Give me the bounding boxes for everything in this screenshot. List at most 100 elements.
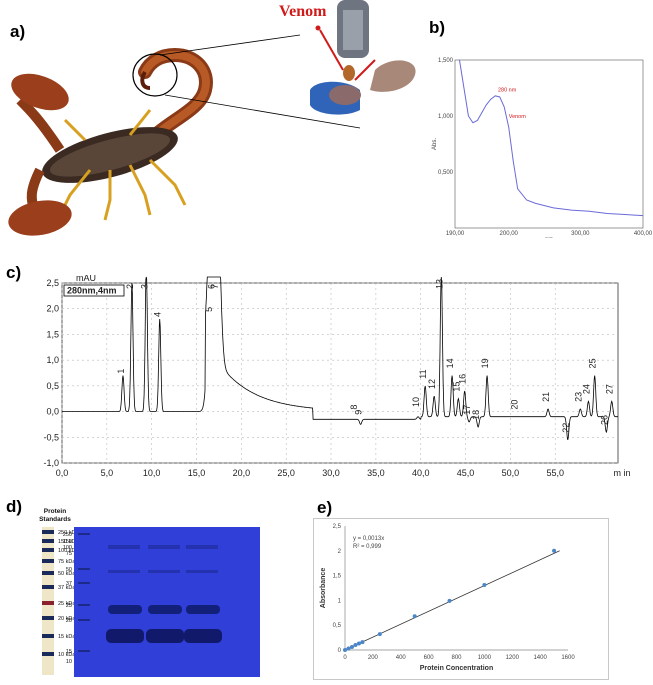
protein-band (106, 629, 144, 643)
x-tick-label: 600 (424, 655, 435, 661)
x-tick-label: 45,0 (457, 468, 475, 478)
peak-label: 18 (471, 410, 481, 420)
x-tick-label: 10,0 (143, 468, 161, 478)
peak-label: 9 (354, 410, 364, 415)
protein-band (186, 570, 218, 573)
gel-marker-label: 20 (66, 618, 72, 624)
peak-label: 21 (541, 392, 551, 402)
protein-band (146, 629, 184, 643)
peak-label: 6 (207, 284, 217, 289)
data-point (353, 643, 358, 648)
marker-band (78, 533, 90, 535)
chart-border (313, 518, 609, 680)
standards-title-1: Protein (44, 508, 66, 515)
peak-label: 5 (204, 307, 214, 312)
x-tick-label: 1400 (533, 655, 547, 661)
y-tick-label: 2,5 (333, 524, 342, 530)
peak-label: 14 (445, 358, 455, 368)
ladder-band (42, 548, 54, 552)
x-tick-label: 200 (368, 655, 379, 661)
chromatogram-chart: 2,52,01,51,00,50,0-0,5-1,00,0 5,0 10,0 15,0… (43, 275, 630, 478)
x-tick-label: 800 (451, 655, 462, 661)
y-tick-label: 0,0 (46, 407, 59, 417)
protein-band (184, 629, 222, 643)
gel-marker-label: 50 (66, 567, 72, 573)
y-tick-label: 1,5 (46, 329, 59, 339)
equation-label: y = 0,0013x (353, 536, 384, 542)
y-tick-label: 0,500 (438, 170, 454, 176)
ladder-band (42, 539, 54, 543)
ladder-band (42, 616, 54, 620)
ladder-band (42, 530, 54, 534)
x-tick-label: 0,0 (56, 468, 69, 478)
peak-label: 16 (458, 374, 468, 384)
legend-box (63, 284, 125, 297)
x-axis-label: nm (545, 237, 553, 238)
y-tick-label: 1,500 (438, 58, 454, 64)
r-squared-label: R² = 0,999 (353, 544, 382, 550)
peak-label: 12 (427, 379, 437, 389)
x-tick-label: 400 (396, 655, 407, 661)
x-tick-label: 190,00 (446, 231, 465, 237)
y-tick-label: -0,5 (43, 432, 59, 442)
peak-label: 27 (605, 384, 615, 394)
ladder-band (42, 571, 54, 575)
y-tick-label: 1 (338, 598, 342, 604)
panel-label-c: c) (6, 263, 22, 282)
chromatogram-trace (62, 276, 618, 440)
data-point (343, 648, 347, 652)
uv-spectrum-chart: 1,500 1,000 0,500 190,00 200,00 300,00 400,00 A… (432, 58, 653, 238)
data-point (447, 598, 452, 603)
ladder-band (42, 601, 54, 605)
y-axis-label: Abs. (432, 138, 438, 150)
x-tick-label: 400,00 (634, 231, 653, 237)
peak-label: 11 (418, 369, 428, 378)
ladder-label: 150 kDa (58, 539, 79, 545)
protein-band (148, 545, 180, 549)
gel-marker-label: 25 (66, 603, 72, 609)
protein-band (186, 545, 218, 549)
sample-annotation: Venom (509, 114, 527, 120)
ladder-band (42, 559, 54, 563)
x-tick-label: 300,00 (571, 231, 590, 237)
x-tick-label: 0 (343, 655, 347, 661)
x-tick-label: 1000 (478, 655, 492, 661)
peak-label: 20 (510, 400, 520, 410)
spectrum-line (458, 59, 644, 217)
ladder-label: 25 kDa (58, 601, 76, 607)
y-tick-label: 2,5 (46, 278, 59, 288)
x-tick-label: 25,0 (277, 468, 295, 478)
x-tick-label: 20,0 (233, 468, 251, 478)
y-tick-label: 0 (338, 648, 342, 654)
gel-marker-label: 37 (66, 581, 72, 587)
y-tick-label: 2 (338, 549, 342, 555)
gel-marker-label: 250 (63, 532, 72, 538)
y-tick-label: 2,0 (46, 304, 59, 314)
panel-label-a: a) (10, 22, 26, 41)
gel-marker-label: 75 (66, 551, 72, 557)
data-point (412, 614, 417, 619)
protein-band (186, 605, 220, 614)
scorpion-illustration (8, 47, 213, 236)
y-axis-label: mAU (76, 275, 96, 283)
ladder-label: 37 kDa (58, 585, 76, 591)
panel-label-b: b) (429, 18, 446, 37)
peak-label: 22 (561, 423, 571, 433)
panel-label-d: d) (6, 497, 23, 516)
ladder-label: 100 kDa (58, 548, 79, 554)
peak-label: 7 (210, 284, 220, 289)
y-tick-label: 0,5 (46, 381, 59, 391)
y-tick-label: -1,0 (43, 458, 59, 468)
y-tick-label: 1,5 (333, 574, 342, 580)
data-point (377, 632, 382, 637)
peak-label: 3 (139, 284, 149, 289)
standard-curve-chart: 0 0,5 1 1,5 2 2,5 0 200 400 600 800 1000 1200 1400 160… (313, 518, 609, 680)
panel-a-figure (8, 0, 416, 236)
ladder-label: 10 kDa (58, 652, 76, 658)
peak-label: 26 (599, 415, 609, 425)
legend-text: 280nm,4nm (67, 286, 117, 296)
peak-label: 15 (451, 382, 461, 392)
ladder-band (42, 585, 54, 589)
peak-label: 13 (434, 279, 444, 289)
x-tick-label: 5,0 (101, 468, 114, 478)
